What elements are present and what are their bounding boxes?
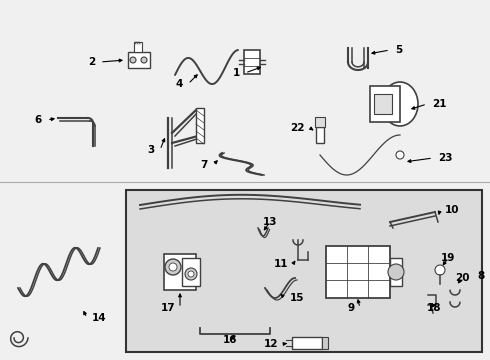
Circle shape (188, 271, 194, 277)
Bar (316, 127, 324, 143)
Bar (390, 258, 402, 286)
Text: 16: 16 (223, 335, 237, 345)
Bar (292, 337, 322, 349)
Text: 19: 19 (441, 253, 455, 263)
Ellipse shape (382, 82, 418, 126)
Text: 12: 12 (264, 339, 278, 349)
Bar (164, 254, 196, 290)
Bar (326, 246, 390, 298)
Circle shape (396, 151, 404, 159)
Bar (244, 50, 260, 74)
Text: 10: 10 (445, 205, 460, 215)
Bar (128, 52, 150, 68)
Bar (374, 94, 392, 114)
Circle shape (169, 263, 177, 271)
Text: 1: 1 (233, 68, 240, 78)
Text: 23: 23 (438, 153, 452, 163)
Circle shape (165, 259, 181, 275)
Bar (322, 337, 328, 349)
Text: 20: 20 (455, 273, 469, 283)
Text: 6: 6 (35, 115, 42, 125)
Text: 18: 18 (427, 303, 441, 313)
Bar (370, 86, 400, 122)
Bar (196, 108, 204, 143)
Text: 22: 22 (291, 123, 305, 133)
Bar (126, 190, 482, 352)
Bar (315, 117, 325, 127)
Text: 14: 14 (92, 313, 107, 323)
Text: 7: 7 (200, 160, 208, 170)
Text: 2: 2 (88, 57, 95, 67)
Text: 21: 21 (432, 99, 446, 109)
Circle shape (130, 57, 136, 63)
Text: 5: 5 (395, 45, 402, 55)
Circle shape (185, 268, 197, 280)
Bar (134, 42, 142, 52)
Circle shape (388, 264, 404, 280)
Text: 4: 4 (175, 79, 183, 89)
Circle shape (141, 57, 147, 63)
Text: 11: 11 (273, 259, 288, 269)
Text: 17: 17 (160, 303, 175, 313)
Bar (182, 258, 200, 286)
Text: 13: 13 (263, 217, 277, 227)
Text: 3: 3 (148, 145, 155, 155)
Circle shape (435, 265, 445, 275)
Text: 15: 15 (290, 293, 304, 303)
Text: 8: 8 (477, 271, 484, 281)
Text: 9: 9 (348, 303, 355, 313)
